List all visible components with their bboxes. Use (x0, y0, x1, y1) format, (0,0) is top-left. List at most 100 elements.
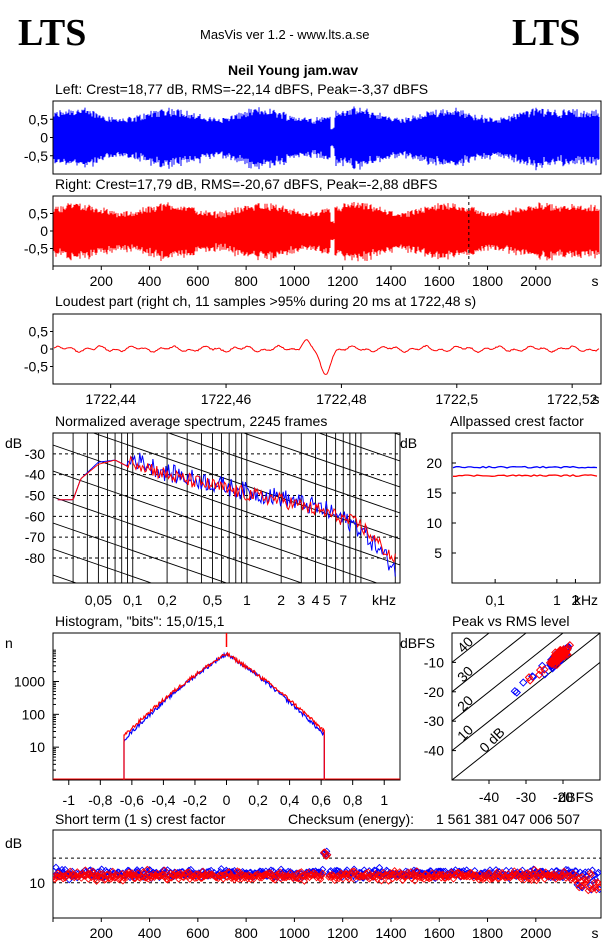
peak-rms-diagonal-label: 40 (454, 633, 476, 655)
short-term-xunit-label: s (592, 925, 599, 941)
short-term-xtick-label: 400 (138, 925, 162, 941)
spectrum-slope (53, 548, 153, 583)
short-term-xtick-label: 1000 (279, 925, 310, 941)
peak-rms-diagonal (452, 633, 564, 722)
short-term-point (403, 872, 411, 880)
short-term-xtick-label: 1800 (472, 925, 503, 941)
right-waveform-ytick-label: -0,5 (24, 241, 48, 257)
loudest-part-title: Loudest part (right ch, 11 samples >95% … (55, 293, 477, 309)
short-term-point (252, 871, 260, 879)
short-term-point (580, 880, 588, 888)
peak-rms-xtick-label: -40 (479, 789, 499, 805)
short-term-point (233, 867, 242, 875)
short-term-point (411, 877, 419, 885)
crest-ytick-label: 20 (426, 455, 442, 471)
short-term-point (300, 877, 309, 885)
short-term-point (339, 875, 347, 883)
short-term-point (246, 872, 254, 880)
right-waveform-xtick-label: 1200 (327, 273, 358, 289)
short-term-points-left (53, 847, 601, 894)
histogram-ytick-label: 10 (29, 739, 45, 755)
peak-rms-ytick-label: -20 (424, 684, 444, 700)
spectrum-xtick-label: 0,5 (203, 592, 223, 608)
peak-rms-point (557, 649, 566, 658)
spectrum-plot: dB-30 -40 -50 -60 -70 -80 0,05 0,1 0,2 0,5 1 2 3 4 5 7 k… (5, 432, 401, 608)
histogram-ylabel: n (5, 635, 13, 651)
short-term-point (506, 874, 514, 882)
short-term-point (469, 871, 477, 880)
short-term-point (569, 869, 577, 877)
short-term-point (143, 865, 151, 874)
short-term-point (582, 878, 590, 886)
peak-rms-point (551, 656, 560, 665)
histogram-xtick-label: -1 (63, 792, 76, 808)
short-term-point (595, 883, 601, 892)
spectrum-slope (167, 433, 400, 514)
short-term-point (198, 874, 206, 882)
spectrum-slope (392, 433, 400, 436)
short-term-point (53, 873, 58, 881)
short-term-point (497, 873, 505, 881)
right-waveform-xunit-label: s (592, 273, 599, 289)
short-term-point (576, 873, 584, 882)
short-term-point (388, 875, 397, 883)
histogram-xtick-label: 0,6 (311, 792, 331, 808)
short-term-point (370, 872, 379, 880)
short-term-point (589, 876, 598, 885)
peak-rms-point (561, 647, 571, 657)
short-term-point (267, 869, 275, 877)
short-term-point (395, 872, 403, 880)
right-waveform-xtick-label: 1000 (279, 273, 310, 289)
short-term-point (468, 869, 476, 877)
short-term-point (557, 872, 565, 881)
short-term-point (308, 871, 317, 879)
loudest-xtick-label: 1722,5 (435, 391, 478, 407)
short-term-point (485, 870, 493, 878)
spectrum-xtick-label: 0,2 (157, 592, 177, 608)
spectrum-xtick-label: 4 (312, 592, 320, 608)
short-term-point (319, 869, 327, 877)
histogram-xtick-label: -0,6 (120, 792, 144, 808)
short-term-point (324, 851, 332, 859)
spectrum-ytick-label: -80 (25, 550, 45, 566)
lts-logo-right: LTS (512, 12, 581, 54)
short-term-xtick-label: 800 (234, 925, 258, 941)
short-term-point (594, 868, 601, 876)
short-term-point (465, 870, 473, 878)
histogram-ytick-label: 100 (22, 706, 46, 722)
right-waveform-signal (53, 202, 600, 262)
crest-xtick-label: 2 (572, 592, 580, 608)
short-term-point (98, 870, 107, 878)
crest-ytick-label: 5 (434, 545, 442, 561)
short-term-ylabel: dB (5, 835, 22, 851)
peak-rms-diagonal-label: 30 (454, 663, 476, 685)
short-term-xtick-label: 1200 (327, 925, 358, 941)
spectrum-slope (317, 433, 400, 462)
histogram-ytick-label: 1000 (14, 673, 45, 689)
short-term-point (230, 866, 239, 875)
short-term-point (160, 866, 169, 874)
peak-rms-ytick-label: -30 (424, 713, 444, 729)
short-term-point (572, 872, 580, 880)
short-term-point (146, 872, 154, 880)
checksum-label: Checksum (energy): (288, 811, 415, 827)
short-term-point (342, 870, 350, 878)
peak-rms-diagonal (452, 633, 490, 664)
short-term-point (88, 867, 97, 875)
histogram-xtick-label: 0 (223, 792, 231, 808)
spectrum-xtick-label: 3 (297, 592, 305, 608)
spectrum-xtick-label: 7 (339, 592, 347, 608)
short-term-point (570, 873, 578, 882)
loudest-xtick-label: 1722,44 (85, 391, 136, 407)
peak-rms-ytick-label: -10 (424, 654, 444, 670)
right-waveform-ytick-label: 0 (40, 223, 48, 239)
short-term-point (399, 876, 407, 885)
short-term-point (427, 874, 435, 882)
peak-rms-xtick-label: -30 (516, 789, 536, 805)
short-term-point (492, 870, 500, 878)
peak-rms-diagonals (452, 633, 600, 780)
peak-rms-title: Peak vs RMS level (452, 613, 570, 629)
spectrum-slope (242, 433, 400, 488)
short-term-point (581, 876, 589, 884)
